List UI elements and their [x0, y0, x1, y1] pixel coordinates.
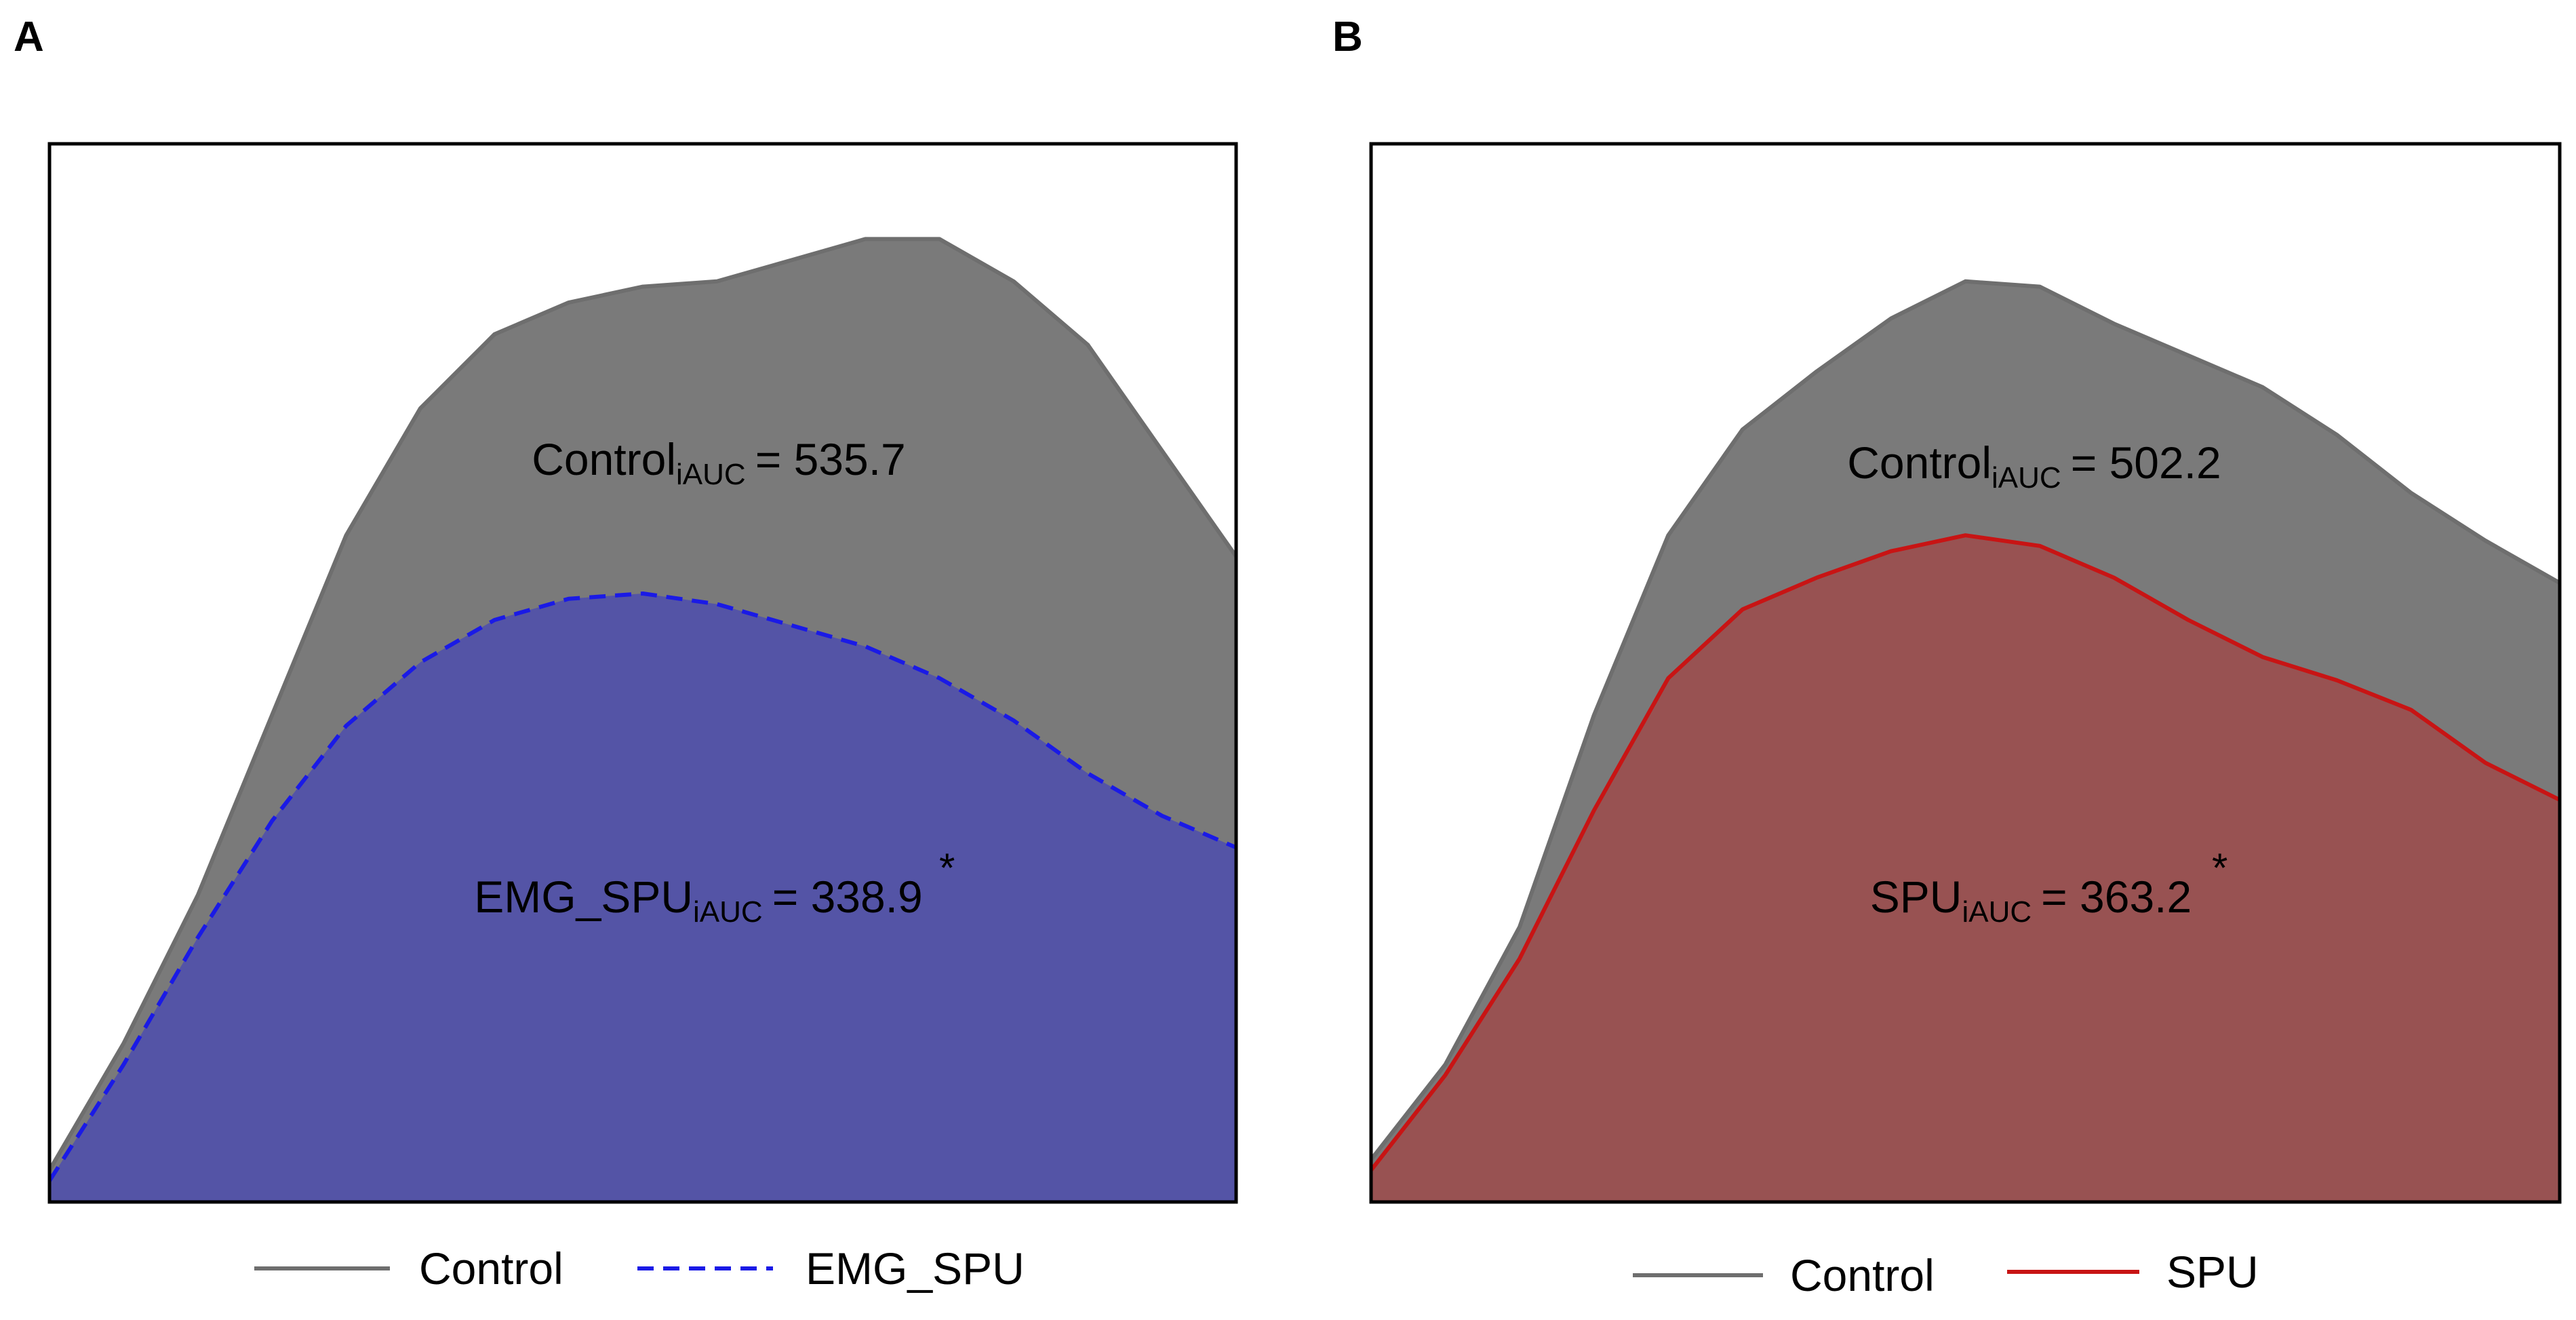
treatment-auc-label-a: EMG_SPUiAUC = 338.9 — [474, 872, 922, 929]
plot-frame-b — [1369, 142, 2562, 1204]
line-control-a — [47, 237, 1238, 1171]
legend-label-control-a: Control — [419, 1243, 563, 1294]
line-control-b — [1369, 279, 2561, 1161]
significance-star-b: * — [2212, 845, 2227, 891]
treatment-auc-label-b: SPUiAUC = 363.2 — [1870, 872, 2192, 929]
area-spu-b — [1371, 535, 2560, 1202]
legend-label-spu-b: SPU — [2166, 1247, 2259, 1297]
plot-area-a — [47, 237, 1238, 1202]
plot-area-b — [1369, 279, 2561, 1202]
legend-label-control-b: Control — [1790, 1250, 1935, 1300]
legend-a: Control EMG_SPU — [254, 1243, 1025, 1294]
line-spu-b — [1369, 533, 2561, 1172]
control-auc-label-b: ControliAUC = 502.2 — [1847, 438, 2221, 494]
area-emg-spu-a — [49, 594, 1236, 1202]
legend-label-emg-spu-a: EMG_SPU — [806, 1243, 1025, 1294]
panel-b: B ControliAUC = 502.2 SPUiAUC = 363.2 * Co… — [1332, 14, 2562, 1300]
plot-frame-a — [47, 142, 1238, 1204]
control-auc-label-a: ControliAUC = 535.7 — [532, 434, 906, 491]
panel-letter-b: B — [1332, 14, 1363, 60]
legend-b: Control SPU — [1633, 1247, 2259, 1300]
panel-letter-a: A — [14, 14, 44, 60]
line-emg-spu-a — [47, 591, 1237, 1182]
panel-a: A ControliAUC = 535.7 EMG_SPUiAUC = 338.9 … — [14, 14, 1238, 1294]
significance-star-a: * — [939, 845, 955, 891]
